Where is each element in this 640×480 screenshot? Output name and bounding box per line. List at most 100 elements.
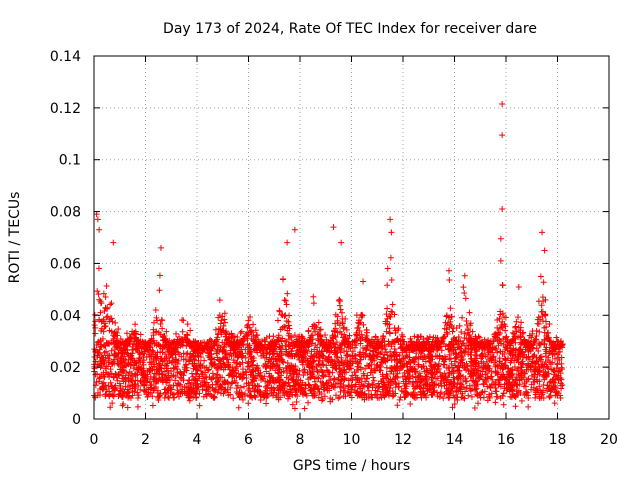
data-point [475,367,482,374]
data-point [429,372,436,379]
data-point [280,368,287,375]
data-point [291,226,298,233]
data-point [102,294,109,301]
data-point [479,350,486,357]
data-point [355,391,362,398]
y-tick-label: 0.06 [50,256,81,272]
data-point [285,379,292,386]
data-point [480,364,487,371]
data-point [143,378,150,385]
data-point [293,398,300,405]
data-point [123,338,130,345]
data-point [513,357,520,364]
data-point [408,339,415,346]
data-point [511,381,518,388]
data-point [546,320,553,327]
data-point [137,378,144,385]
data-point [151,385,158,392]
data-point [454,376,461,383]
y-axis-label: ROTI / TECUs [7,192,23,284]
data-point [162,389,169,396]
data-point [384,282,391,289]
data-point [548,338,555,345]
data-point [395,384,402,391]
data-point [122,378,129,385]
data-point [263,334,270,341]
data-point [540,394,547,401]
data-point [284,239,291,246]
data-point [386,388,393,395]
data-point [154,317,161,324]
data-point [371,357,378,364]
data-point [144,375,151,382]
data-point [215,362,222,369]
data-point [283,346,290,353]
data-point [187,343,194,350]
data-point [506,371,513,378]
data-point [471,405,478,412]
data-point [136,339,143,346]
data-point [557,343,564,350]
data-point [146,368,153,375]
data-point [302,347,309,354]
data-point [401,370,408,377]
data-point [243,380,250,387]
data-point [507,382,514,389]
data-point [152,379,159,386]
data-point [134,403,141,410]
data-point [409,373,416,380]
data-point [183,367,190,374]
data-point [159,325,166,332]
data-point [415,354,422,361]
data-point [177,370,184,377]
data-point [530,384,537,391]
data-point [401,394,408,401]
data-point [337,349,344,356]
data-point [440,335,447,342]
data-point [451,341,458,348]
data-point [259,337,266,344]
data-point [372,387,379,394]
data-point [234,382,241,389]
data-point [116,391,123,398]
data-point [420,390,427,397]
data-point [442,373,449,380]
x-tick-label: 20 [600,432,618,448]
data-point [501,350,508,357]
data-point [275,387,282,394]
data-point [319,379,326,386]
data-point [212,375,219,382]
data-point [116,371,123,378]
data-point [141,387,148,394]
data-point [383,328,390,335]
data-point [375,384,382,391]
data-point [338,384,345,391]
data-point [535,298,542,305]
data-point [108,347,115,354]
data-point [170,340,177,347]
data-point [391,356,398,363]
data-point [249,376,256,383]
data-point [467,373,474,380]
data-point [128,352,135,359]
data-point [510,337,517,344]
data-point [115,349,122,356]
data-point [539,308,546,315]
data-point [110,373,117,380]
data-point [446,351,453,358]
axis-ticks: 0 2 4 6 8 10 12 14 16 18 20 0 0.02 0.04 0.06 0.08 0.1 0.1… [50,49,618,448]
data-point [538,353,545,360]
data-point [225,389,232,396]
data-point [188,387,195,394]
data-point [550,343,557,350]
data-point [318,361,325,368]
data-point [257,397,264,404]
data-point [513,318,520,325]
data-point [466,339,473,346]
y-tick-label: 0 [72,412,81,428]
data-point [470,368,477,375]
data-point [449,328,456,335]
data-point [356,360,363,367]
data-point [344,341,351,348]
data-point [400,355,407,362]
